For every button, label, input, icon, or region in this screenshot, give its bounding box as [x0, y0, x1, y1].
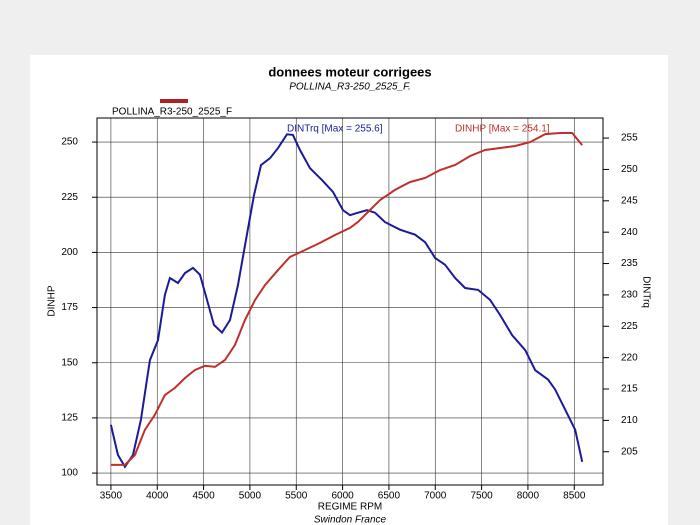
x-tick-label: 8500: [563, 491, 586, 502]
x-axis-label: REGIME RPM: [318, 502, 382, 513]
y-tick-label: 175: [61, 302, 78, 313]
chart-subtitle: POLLINA_R3-250_2525_F.: [289, 82, 411, 93]
plot-frame: [96, 117, 604, 486]
x-tick-label: 3500: [100, 491, 123, 502]
y-tick-label: 200: [61, 247, 78, 258]
x-tick-label: 4000: [146, 491, 169, 502]
series-line: [109, 133, 584, 469]
x-tick-label: 4500: [192, 491, 215, 502]
x-tick-label: 6000: [331, 491, 354, 502]
y-tick-label: 150: [61, 357, 78, 368]
x-tick-label: 8000: [517, 491, 540, 502]
y2-tick-label: 245: [621, 195, 638, 206]
y2-tick-label: 210: [621, 415, 638, 426]
series-annotation: DINTrq [Max = 255.6]: [287, 124, 383, 135]
legend-label: POLLINA_R3-250_2525_F: [112, 107, 232, 118]
y2-tick-label: 230: [621, 290, 638, 301]
y2-tick-label: 255: [621, 133, 638, 144]
series-line: [110, 132, 583, 466]
x-tick-label: 7000: [424, 491, 447, 502]
y-tick-label: 225: [61, 192, 78, 203]
y2-tick-label: 205: [621, 446, 638, 457]
y2-tick-label: 240: [621, 227, 638, 238]
y-tick-label: 250: [61, 137, 78, 148]
y-tick-label: 100: [61, 468, 78, 479]
y2-tick-label: 220: [621, 352, 638, 363]
series-annotation: DINHP [Max = 254.1]: [455, 124, 550, 135]
y-tick-label: 125: [61, 413, 78, 424]
y2-tick-label: 250: [621, 164, 638, 175]
y2-tick-label: 215: [621, 384, 638, 395]
x-tick-label: 5000: [239, 491, 262, 502]
y2-tick-label: 225: [621, 321, 638, 332]
y-axis-label: DINHP: [47, 285, 58, 316]
x-tick-label: 5500: [285, 491, 308, 502]
x-tick-label: 6500: [378, 491, 401, 502]
y2-tick-label: 235: [621, 258, 638, 269]
x-tick-label: 7500: [470, 491, 493, 502]
chart-title: donnees moteur corrigees: [268, 64, 431, 79]
footer: Swindon France: [314, 515, 387, 525]
y2-axis-label: DINTrq: [640, 276, 651, 308]
